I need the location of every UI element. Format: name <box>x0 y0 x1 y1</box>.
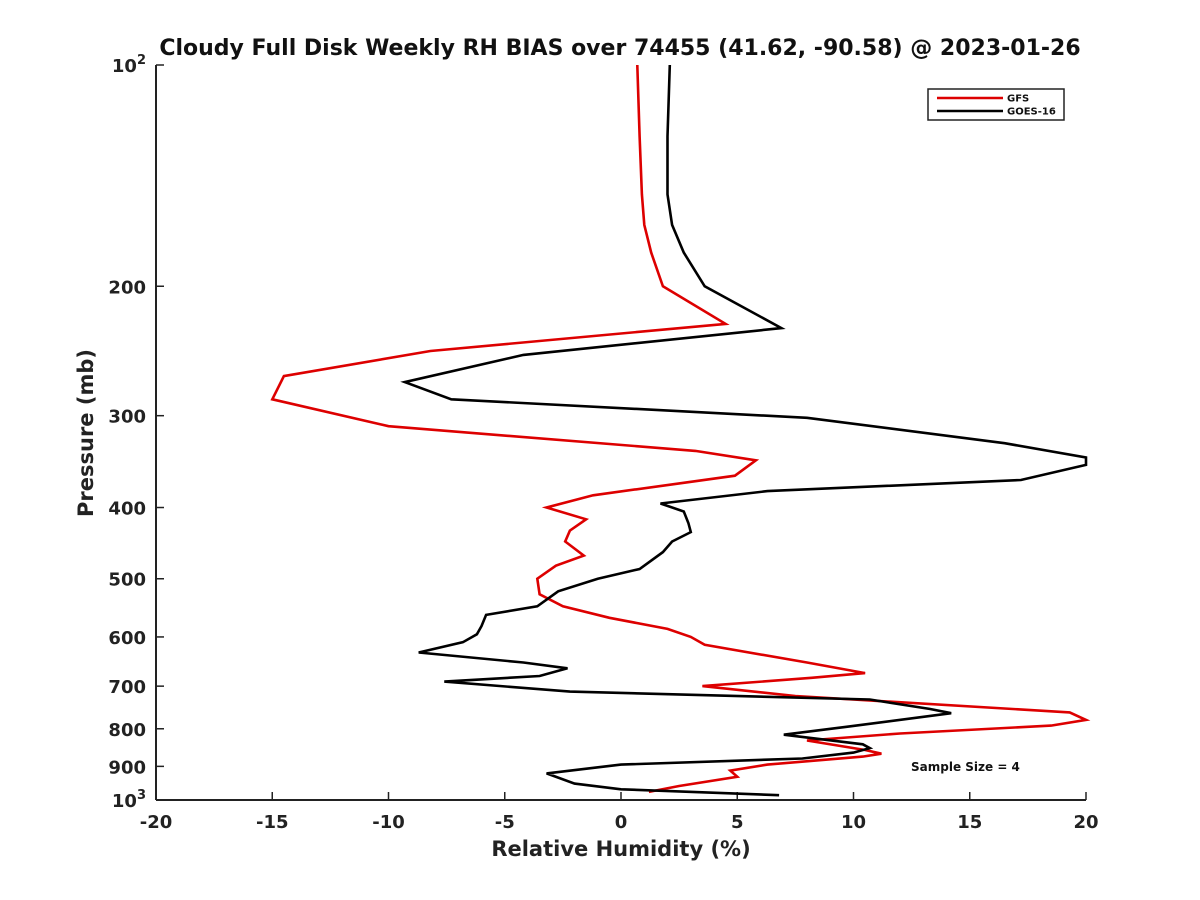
x-tick-label: -10 <box>372 812 405 833</box>
y-tick-exponent: 3 <box>137 788 146 803</box>
y-tick-label-text: 600 <box>108 628 146 649</box>
legend-box <box>927 88 1065 121</box>
x-ticks: -20 -15 -10 -5 0 5 10 15 20 <box>140 792 1099 833</box>
y-tick-label: 300 <box>108 407 146 428</box>
y-tick-label-text: 300 <box>108 407 146 428</box>
legend: GFS GOES-16 <box>927 88 1065 121</box>
y-tick-label: 103 <box>112 788 146 812</box>
y-tick-label-text: 900 <box>108 757 146 778</box>
legend-label-gfs: GFS <box>1007 94 1029 105</box>
series-layer <box>270 64 1091 797</box>
y-tick-label-text: 800 <box>108 720 146 741</box>
legend-label-goes16: GOES-16 <box>1007 107 1056 118</box>
y-tick-label-text: 700 <box>108 677 146 698</box>
y-tick-label: 700 <box>108 677 146 698</box>
x-tick-label: -5 <box>495 812 515 833</box>
y-tick-label: 900 <box>108 757 146 778</box>
series-line-gfs <box>270 64 1091 794</box>
x-tick-label: 15 <box>957 812 982 833</box>
y-tick-label-text: 200 <box>108 277 146 298</box>
x-tick-label: 20 <box>1073 812 1098 833</box>
y-tick-exponent: 2 <box>137 53 146 68</box>
chart-title: Cloudy Full Disk Weekly RH BIAS over 744… <box>159 36 1080 61</box>
y-tick-label-text: 10 <box>112 56 137 77</box>
series-line-goes16 <box>400 64 1088 797</box>
x-axis-label: Relative Humidity (%) <box>491 837 750 861</box>
y-tick-label: 800 <box>108 720 146 741</box>
y-tick-label-text: 500 <box>108 570 146 591</box>
sample-size-annotation: Sample Size = 4 <box>911 760 1020 774</box>
y-tick-label-text: 10 <box>112 791 137 812</box>
y-tick-label: 500 <box>108 570 146 591</box>
x-tick-label: 0 <box>615 812 628 833</box>
x-tick-label: 10 <box>841 812 866 833</box>
axes <box>155 65 1086 801</box>
x-tick-label: 5 <box>731 812 744 833</box>
y-tick-label: 102 <box>112 53 146 77</box>
x-tick-label: -20 <box>140 812 173 833</box>
x-tick-label: -15 <box>256 812 289 833</box>
y-tick-label-text: 400 <box>108 499 146 520</box>
y-tick-label: 600 <box>108 628 146 649</box>
y-axis-label: Pressure (mb) <box>74 349 98 517</box>
y-tick-label: 200 <box>108 277 146 298</box>
y-tick-label: 400 <box>108 499 146 520</box>
